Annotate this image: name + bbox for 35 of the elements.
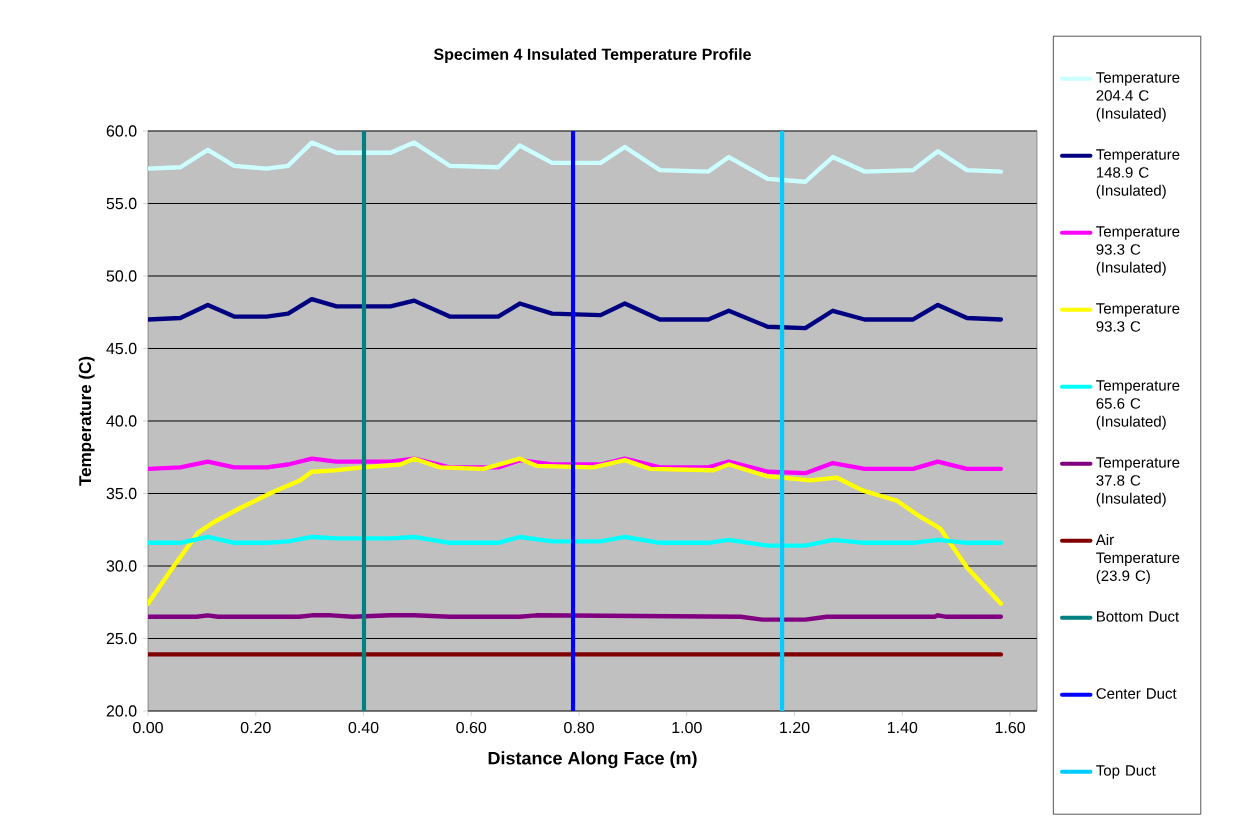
x-tick-label: 0.40 [348, 721, 379, 734]
chart-title: Specimen 4 Insulated Temperature Profile [433, 48, 751, 64]
y-tick-label: 25.0 [106, 632, 137, 645]
y-tick-label: 35.0 [106, 487, 137, 500]
line-series [148, 140, 1004, 184]
y-tick-label: 40.0 [106, 415, 137, 427]
y-tick-label: 55.0 [106, 197, 137, 210]
x-tick-label: 1.00 [672, 721, 702, 734]
line-series [148, 456, 1004, 606]
legend-label: Top Duct [1096, 765, 1156, 779]
x-tick-label: 1.40 [887, 721, 918, 734]
y-tick-label: 50.0 [106, 270, 137, 282]
y-axis-title: Temperature (C) [78, 356, 95, 486]
y-tick-label: 45.0 [106, 342, 137, 355]
legend-label: Temperature 93.3 C (Insulated) [1096, 226, 1180, 276]
line-series [148, 534, 1004, 548]
x-tick-label: 0.00 [133, 721, 163, 734]
legend-label: Temperature 93.3 C [1096, 303, 1180, 332]
x-tick-label: 0.60 [456, 721, 487, 734]
legend-label: Air Temperature (23.9 C) [1095, 534, 1180, 584]
line-series [148, 297, 1004, 331]
x-tick-label: 0.20 [240, 721, 271, 734]
legend-label: Center Duct [1096, 688, 1177, 699]
x-axis-title: Distance Along Face (m) [488, 751, 697, 769]
legend-label: Temperature 37.8 C (Insulated) [1096, 457, 1180, 507]
x-tick-label: 0.80 [564, 721, 594, 734]
y-tick-label: 20.0 [106, 705, 137, 717]
y-tick-label: 60.0 [106, 125, 137, 137]
x-tick-label: 1.20 [780, 721, 810, 734]
x-tick-label: 1.60 [995, 721, 1025, 734]
legend-label: Temperature 65.6 C (Insulated) [1096, 380, 1180, 430]
legend-label: Temperature 148.9 C (Insulated) [1096, 149, 1180, 199]
legend-label: Bottom Duct [1097, 611, 1180, 622]
y-tick-label: 30.0 [106, 560, 137, 572]
legend-label: Temperature 204.4 C (Insulated) [1096, 72, 1180, 122]
